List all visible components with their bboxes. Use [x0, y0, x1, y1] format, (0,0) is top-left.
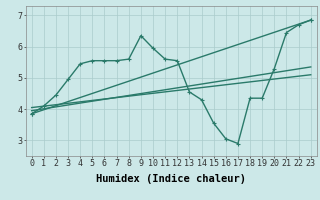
X-axis label: Humidex (Indice chaleur): Humidex (Indice chaleur) [96, 174, 246, 184]
